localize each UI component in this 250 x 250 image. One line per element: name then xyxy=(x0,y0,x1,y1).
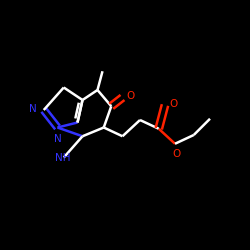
Text: O: O xyxy=(169,99,177,109)
Text: O: O xyxy=(172,149,180,159)
Text: N: N xyxy=(54,134,62,144)
Text: N: N xyxy=(29,104,37,114)
Text: NH: NH xyxy=(55,153,70,163)
Text: O: O xyxy=(127,91,135,101)
